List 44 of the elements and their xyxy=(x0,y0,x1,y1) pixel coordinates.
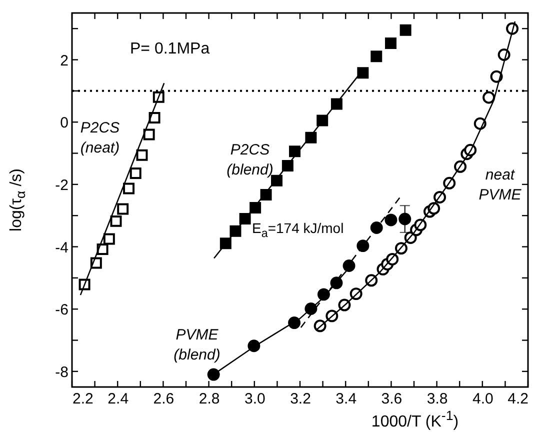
point xyxy=(370,50,382,62)
annotation: P2CS (neat) xyxy=(80,118,120,158)
point xyxy=(123,182,135,194)
point xyxy=(110,215,122,227)
point xyxy=(103,233,115,245)
annotation: PVME (blend) xyxy=(174,326,220,364)
point xyxy=(143,128,155,140)
y-tick-label: 2 xyxy=(60,52,68,70)
annotation: P= 0.1MPa xyxy=(130,40,210,60)
x-tick-label: 2.2 xyxy=(72,390,94,408)
point xyxy=(148,112,160,124)
point xyxy=(370,222,383,234)
point xyxy=(398,212,412,226)
point xyxy=(130,167,142,179)
annotation: E$_{a}$=174 kJ/mol xyxy=(252,219,344,241)
x-tick-label: 2.4 xyxy=(108,390,129,408)
x-tick-label: 3.8 xyxy=(426,390,448,408)
x-tick-label: 3.0 xyxy=(244,390,266,408)
x-tick-label: 2.8 xyxy=(198,390,220,408)
point xyxy=(117,203,129,215)
point xyxy=(289,146,300,158)
point xyxy=(357,67,369,79)
x-axis-title: 1000/T (K$^{-1}$) xyxy=(371,406,459,432)
point xyxy=(356,240,370,252)
y-tick-label: -8 xyxy=(55,364,68,381)
x-tick-label: 2.6 xyxy=(153,390,174,408)
point xyxy=(136,149,148,161)
annotation: neat PVME xyxy=(478,166,522,204)
y-tick-label: -4 xyxy=(55,239,68,256)
x-tick-label: 3.4 xyxy=(336,390,357,408)
point xyxy=(384,214,398,226)
x-tick-label: 4.2 xyxy=(508,390,528,408)
point xyxy=(482,91,496,104)
x-tick-label: 3.6 xyxy=(381,390,402,408)
point xyxy=(260,188,272,200)
y-tick-label: -6 xyxy=(55,302,68,319)
x-tick-label: 3.2 xyxy=(290,390,311,408)
y-tick-label: 0 xyxy=(60,114,68,132)
x-tick-label: 4.0 xyxy=(472,390,494,408)
point xyxy=(400,24,412,36)
point xyxy=(385,37,396,49)
annotation: P2CS (blend) xyxy=(226,140,274,180)
y-tick-label: -2 xyxy=(55,176,68,194)
point xyxy=(207,368,220,381)
